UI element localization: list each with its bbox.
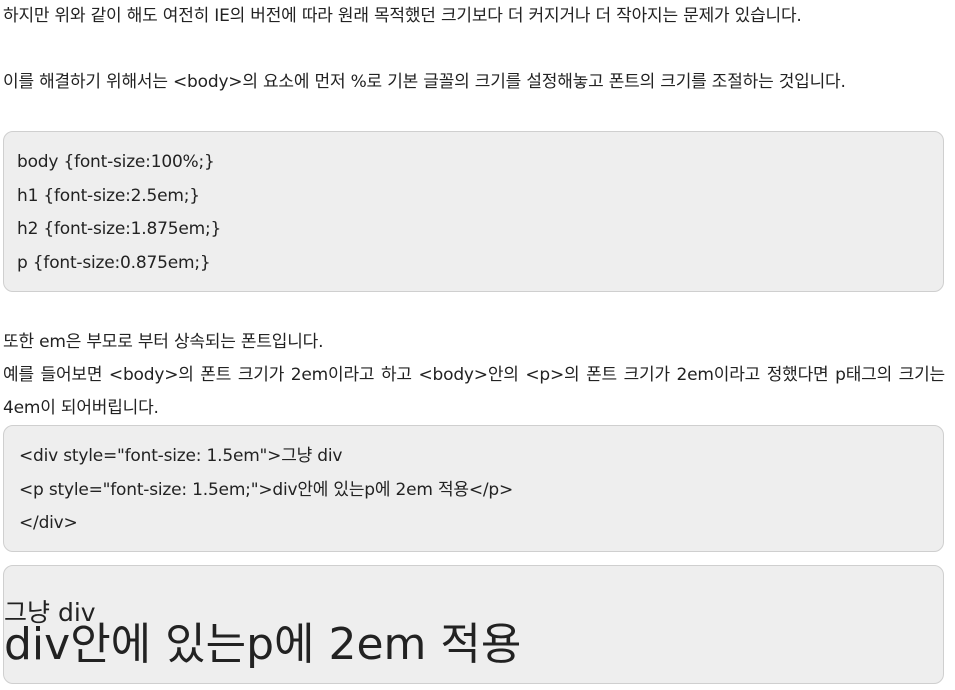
code-block-example: <div style="font-size: 1.5em">그냥 div <p … (3, 425, 944, 552)
example-paragraph: 예를 들어보면 <body>의 폰트 크기가 2em이라고 하고 <body>안… (3, 365, 945, 418)
code-line: h1 {font-size:2.5em;} (17, 185, 200, 206)
demo-div-text: 그냥 div (4, 598, 96, 627)
inheritance-paragraph: 또한 em은 부모로 부터 상속되는 폰트입니다. (3, 332, 324, 352)
render-demo-box: 그냥 div div안에 있는p에 2em 적용 (3, 565, 944, 684)
code-line: h2 {font-size:1.875em;} (17, 219, 222, 239)
code-line: <div style="font-size: 1.5em">그냥 div (19, 446, 343, 466)
code-line: </div> (19, 513, 78, 533)
code-line: p {font-size:0.875em;} (17, 252, 211, 273)
code-line: <p style="font-size: 1.5em;">div안에 있는p에 … (19, 479, 514, 500)
code-block-font-sizes: body {font-size:100%;} h1 {font-size:2.5… (3, 131, 944, 292)
code-line: body {font-size:100%;} (17, 152, 215, 172)
intro-paragraph: 하지만 위와 같이 해도 여전히 IE의 버전에 따라 원래 목적했던 크기보다… (3, 6, 802, 26)
demo-p-text: div안에 있는p에 2em 적용 (4, 619, 522, 670)
solution-paragraph: 이를 해결하기 위해서는 <body>의 요소에 먼저 %로 기본 글꼴의 크기… (3, 72, 846, 92)
